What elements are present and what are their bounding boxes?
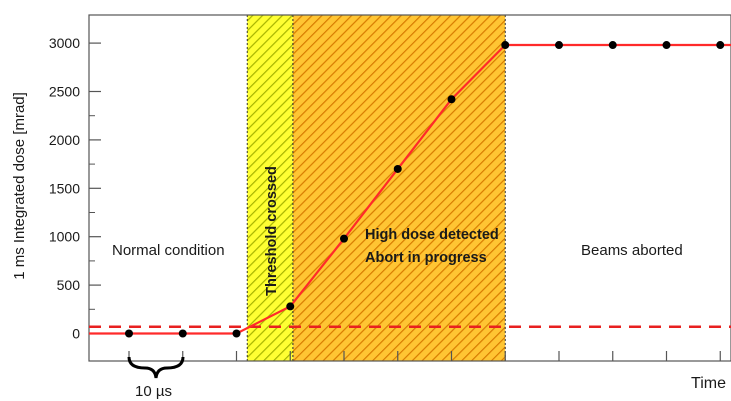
x-axis-title: Time (691, 375, 726, 392)
y-tick-label-5: 2500 (49, 84, 80, 100)
interval-label: 10 µs (135, 383, 172, 400)
beams-aborted-label: Beams aborted (581, 242, 683, 259)
series-0-point-5 (393, 164, 402, 173)
dose-series (89, 41, 731, 338)
high-dose-label: High dose detected (365, 227, 499, 243)
series-0-point-6 (447, 95, 456, 104)
series-0-point-2 (232, 329, 241, 338)
series-0-point-3 (286, 302, 295, 311)
series-0-point-0 (125, 329, 133, 338)
y-tick-label-6: 3000 (49, 35, 80, 51)
abort-in-progress-label: Abort in progress (365, 250, 487, 266)
region-0-hatch (247, 15, 293, 361)
series-0-line (89, 43, 731, 335)
y-tick-label-1: 500 (57, 277, 81, 293)
series-0-point-11 (716, 41, 725, 50)
axis-ticks: 0 500 1000 1500 2000 2500 3000 (49, 35, 721, 361)
series-0-point-7 (501, 41, 510, 50)
series-0-point-8 (555, 41, 563, 50)
shaded-regions (246, 15, 506, 361)
series-0-point-4 (340, 234, 348, 243)
series-0-point-10 (662, 41, 671, 50)
y-axis-title: 1 ms Integrated dose [mrad] (11, 92, 28, 280)
series-0-point-9 (608, 41, 617, 50)
series-0-point-1 (178, 329, 187, 338)
normal-condition-label: Normal condition (112, 242, 225, 259)
y-tick-label-2: 1000 (49, 229, 80, 245)
threshold-crossed-label: Threshold crossed (264, 166, 280, 296)
y-tick-label-0: 0 (72, 326, 80, 342)
interval-brace (127, 356, 185, 379)
y-tick-label-4: 2000 (49, 132, 80, 148)
y-tick-label-3: 1500 (49, 180, 80, 196)
region-1-hatch (292, 15, 506, 361)
